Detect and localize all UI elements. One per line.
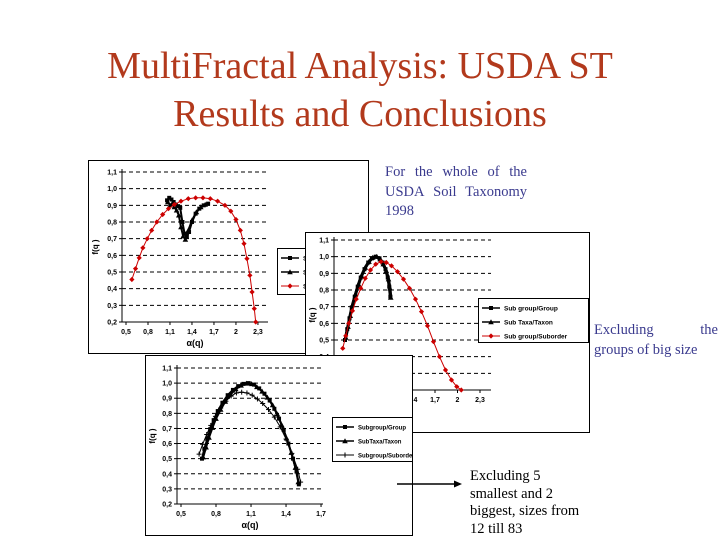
- svg-text:f(q ): f(q ): [91, 239, 100, 254]
- svg-text:0,4: 0,4: [162, 471, 172, 478]
- svg-text:0,3: 0,3: [162, 486, 172, 493]
- svg-text:Subgroup/Group: Subgroup/Group: [358, 426, 406, 432]
- svg-text:0,9: 0,9: [319, 271, 329, 278]
- svg-text:0,5: 0,5: [319, 338, 329, 345]
- slide-title-line-1: MultiFractal Analysis: USDA ST: [107, 45, 613, 87]
- svg-text:0,8: 0,8: [319, 288, 329, 295]
- svg-text:f(q ): f(q ): [148, 428, 157, 443]
- note-excluding-big-line: Excluding the: [594, 322, 718, 338]
- svg-text:0,7: 0,7: [319, 304, 329, 311]
- svg-text:0,6: 0,6: [107, 253, 117, 260]
- svg-text:SubTaxa/Taxon: SubTaxa/Taxon: [358, 440, 402, 446]
- svg-text:0,8: 0,8: [107, 220, 117, 227]
- svg-text:1,4: 1,4: [187, 329, 197, 336]
- note-excluding-small-line: Excluding 5: [470, 468, 541, 484]
- note-excluding-small-line: 12 till 83: [470, 520, 523, 537]
- svg-text:Sub group/Suborder: Sub group/Suborder: [504, 334, 568, 341]
- svg-text:1,0: 1,0: [107, 186, 117, 193]
- svg-text:0,6: 0,6: [162, 441, 172, 448]
- svg-text:0,2: 0,2: [107, 320, 117, 327]
- svg-text:1,1: 1,1: [162, 366, 172, 373]
- svg-text:1,0: 1,0: [319, 254, 329, 261]
- svg-text:2: 2: [456, 397, 460, 404]
- note-excluding-big: Excluding the groups of big size: [594, 321, 718, 360]
- note-excluding-small-line: smallest and 2: [470, 485, 553, 502]
- svg-text:0,2: 0,2: [162, 502, 172, 509]
- svg-text:0,9: 0,9: [162, 396, 172, 403]
- svg-text:0,5: 0,5: [121, 329, 131, 336]
- note-excluding-big-line: groups of big size: [594, 341, 698, 358]
- note-whole-taxonomy-line: USDA Soil Taxonomy: [385, 183, 527, 200]
- chart-excluding-extremes-svg: 1,1 1,0 0,9 0,8 0,7 0,6 0,5 0,4 0,3 0,2 0,5 0,8 1,1 1…: [145, 355, 413, 536]
- svg-text:0,5: 0,5: [107, 270, 117, 277]
- svg-text:1,0: 1,0: [162, 381, 172, 388]
- svg-text:0,8: 0,8: [162, 411, 172, 418]
- svg-text:2,3: 2,3: [475, 397, 485, 404]
- svg-text:1,1: 1,1: [319, 238, 329, 245]
- svg-text:1,1: 1,1: [107, 170, 117, 177]
- svg-text:0,5: 0,5: [176, 511, 186, 518]
- slide-title: MultiFractal Analysis: USDA ST Results a…: [0, 42, 720, 138]
- svg-text:0,7: 0,7: [162, 426, 172, 433]
- svg-text:0,9: 0,9: [107, 203, 117, 210]
- note-excluding-small-line: biggest, sizes from: [470, 503, 580, 519]
- slide-title-line-2: Results and Conclusions: [173, 93, 547, 135]
- svg-text:0,8: 0,8: [211, 511, 221, 518]
- svg-text:2,3: 2,3: [253, 329, 263, 336]
- svg-text:Subgroup/Suborder: Subgroup/Suborder: [358, 454, 413, 460]
- svg-text:α(q): α(q): [241, 520, 258, 530]
- svg-text:1,1: 1,1: [246, 511, 256, 518]
- note-whole-taxonomy-line: 1998: [385, 203, 414, 219]
- chart-excluding-extremes: 1,1 1,0 0,9 0,8 0,7 0,6 0,5 0,4 0,3 0,2 0,5 0,8 1,1 1…: [145, 355, 413, 536]
- svg-text:2: 2: [234, 329, 238, 336]
- svg-text:Sub group/Group: Sub group/Group: [504, 306, 558, 313]
- svg-text:0,3: 0,3: [107, 303, 117, 310]
- svg-text:f(q ): f(q ): [308, 307, 317, 322]
- svg-text:1,7: 1,7: [209, 329, 219, 336]
- svg-text:0,8: 0,8: [143, 329, 153, 336]
- svg-text:0,7: 0,7: [107, 236, 117, 243]
- note-excluding-small: Excluding 5 smallest and 2 biggest, sizes …: [470, 468, 584, 538]
- svg-text:1,7: 1,7: [430, 397, 440, 404]
- chart-excluding-big-groups: 1,11,00,90,80,70,60,50,40,30,20,50,81,11…: [305, 232, 590, 433]
- note-whole-taxonomy: For the whole of the USDA Soil Taxonomy 1998: [385, 163, 527, 222]
- svg-text:α(q): α(q): [186, 338, 203, 348]
- svg-text:0,5: 0,5: [162, 456, 172, 463]
- svg-text:0,4: 0,4: [107, 286, 117, 293]
- svg-text:1,7: 1,7: [316, 511, 326, 518]
- svg-text:1,1: 1,1: [165, 329, 175, 336]
- note-whole-taxonomy-line: For the whole of the: [385, 164, 527, 180]
- svg-text:0,6: 0,6: [319, 321, 329, 328]
- svg-text:1,4: 1,4: [281, 511, 291, 518]
- svg-text:Sub Taxa/Taxon: Sub Taxa/Taxon: [504, 320, 553, 327]
